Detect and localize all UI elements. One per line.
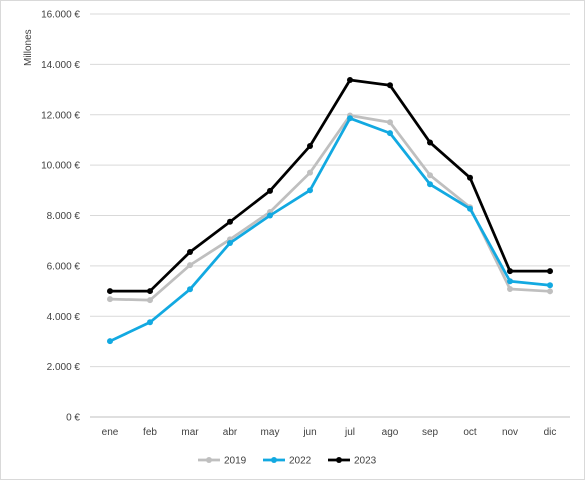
data-point-2023: [467, 174, 473, 181]
series-lines: [107, 76, 553, 345]
data-point-2022: [267, 212, 273, 219]
data-point-2023: [507, 268, 513, 275]
data-point-2019: [547, 288, 553, 295]
y-tick-label: 10.000 €: [41, 161, 80, 172]
x-tick-label: may: [261, 427, 280, 438]
data-point-2019: [147, 297, 153, 304]
x-tick-label: mar: [181, 427, 199, 438]
data-point-2022: [427, 181, 433, 188]
data-point-2022: [107, 338, 113, 345]
x-tick-label: jun: [302, 427, 316, 438]
data-point-2019: [107, 296, 113, 303]
x-tick-label: sep: [422, 427, 439, 438]
data-point-2022: [187, 286, 193, 293]
legend-point-marker: [271, 457, 277, 463]
data-point-2022: [467, 205, 473, 212]
legend-item-2019: 2019: [198, 456, 247, 467]
data-point-2022: [347, 115, 353, 122]
data-point-2023: [387, 82, 393, 89]
data-point-2023: [547, 268, 553, 275]
x-tick-label: abr: [223, 427, 238, 438]
series-2019: [107, 112, 553, 304]
series-line-2023: [110, 78, 550, 293]
y-tick-label: 16.000 €: [41, 10, 80, 21]
data-point-2019: [307, 169, 313, 176]
y-tick-label: 12.000 €: [41, 110, 80, 121]
series-2023: [107, 76, 553, 295]
legend-point-marker: [336, 457, 342, 463]
data-point-2022: [547, 282, 553, 289]
x-tick-label: ago: [382, 427, 399, 438]
data-point-2023: [227, 218, 233, 225]
y-tick-label: 14.000 €: [41, 60, 80, 71]
x-tick-label: feb: [143, 427, 157, 438]
legend-item-2022: 2022: [263, 456, 312, 467]
data-point-2023: [187, 249, 193, 256]
legend-point-marker: [206, 457, 212, 463]
legend-label: 2022: [289, 456, 312, 467]
tick-labels: 0 € 2.000 € 4.000 € 6.000 € 8.000 € 10.000 € 1…: [41, 10, 556, 439]
y-tick-label: 4.000 €: [47, 312, 81, 323]
data-point-2022: [387, 130, 393, 137]
data-point-2023: [427, 139, 433, 146]
legend-label: 2019: [224, 456, 247, 467]
data-point-2023: [267, 187, 273, 194]
x-tick-label: jul: [344, 427, 355, 438]
y-tick-label: 8.000 €: [47, 211, 81, 222]
data-point-2019: [427, 172, 433, 179]
data-point-2019: [387, 119, 393, 126]
y-tick-label: 2.000 €: [47, 362, 81, 373]
data-point-2019: [187, 262, 193, 269]
data-point-2023: [107, 288, 113, 295]
data-point-2023: [307, 142, 313, 149]
data-point-2023: [147, 288, 153, 295]
series-line-2022: [109, 116, 551, 343]
data-point-2022: [147, 319, 153, 326]
x-tick-label: oct: [463, 427, 477, 438]
legend: 2019 2022 2023: [198, 456, 377, 467]
legend-item-2023: 2023: [328, 456, 377, 467]
y-tick-label: 0 €: [66, 413, 80, 424]
data-point-2022: [507, 278, 513, 285]
data-point-2019: [507, 286, 513, 293]
legend-label: 2023: [354, 456, 377, 467]
data-point-2022: [227, 239, 233, 246]
data-point-2022: [307, 187, 313, 194]
x-tick-label: nov: [502, 427, 518, 438]
y-axis-title: Millones: [23, 29, 34, 66]
data-point-2023: [347, 76, 353, 83]
series-2022: [107, 115, 553, 345]
x-tick-label: dic: [544, 427, 557, 438]
x-tick-label: ene: [102, 427, 119, 438]
y-tick-label: 6.000 €: [47, 261, 81, 272]
